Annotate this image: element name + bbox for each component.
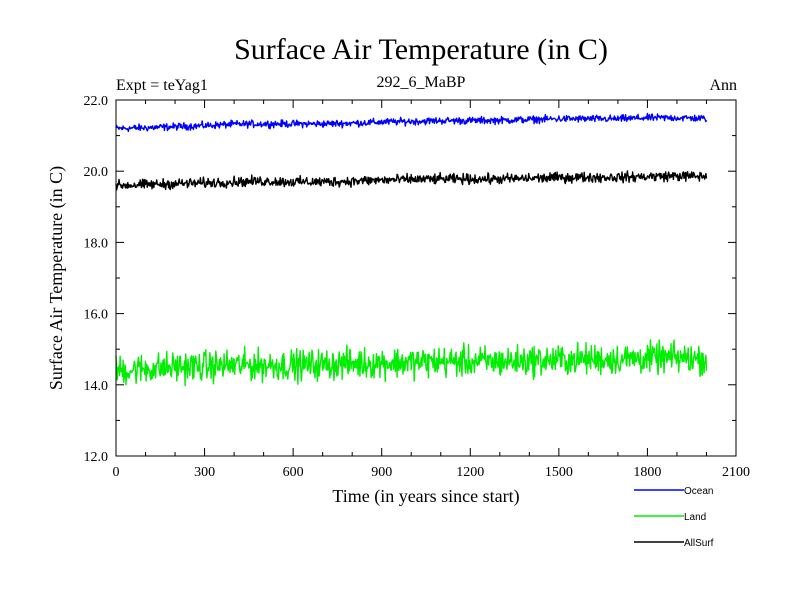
legend-label-ocean: Ocean [684,486,713,497]
legend-label-land: Land [684,512,706,523]
x-tick-label: 1500 [545,465,573,480]
chart-title: Surface Air Temperature (in C) [234,33,608,66]
series-line-land [115,339,708,387]
legend: Ocean Land AllSurf [634,486,714,549]
series-line-ocean [115,112,708,133]
y-tick-label: 16.0 [84,308,109,323]
chart-subtitle: 292_6_MaBP [377,74,466,91]
x-tick-label: 300 [194,465,215,480]
legend-label-allsurf: AllSurf [684,538,714,549]
y-axis-label: Surface Air Temperature (in C) [46,166,67,390]
x-axis-label: Time (in years since start) [332,486,519,507]
season-label: Ann [709,77,737,94]
y-tick-label: 18.0 [84,236,109,251]
series-layer [115,112,708,387]
plot-frame [115,99,737,457]
y-tick-label: 12.0 [84,450,109,465]
x-tick-label: 1800 [633,465,661,480]
series-line-allsurf [115,170,708,191]
x-tick-label: 1200 [456,465,484,480]
y-tick-label: 14.0 [84,379,109,394]
x-tick-label: 2100 [722,465,750,480]
y-tick-label: 22.0 [84,94,109,109]
x-tick-label: 600 [283,465,304,480]
x-tick-label: 900 [371,465,392,480]
experiment-label: Expt = teYag1 [116,77,208,94]
axis-layer: 0 300 600 900 1200 1500 1800 2100 12.0 14.0 16.0 18… [84,94,751,480]
x-tick-label: 0 [113,465,120,480]
y-tick-label: 20.0 [84,165,109,180]
